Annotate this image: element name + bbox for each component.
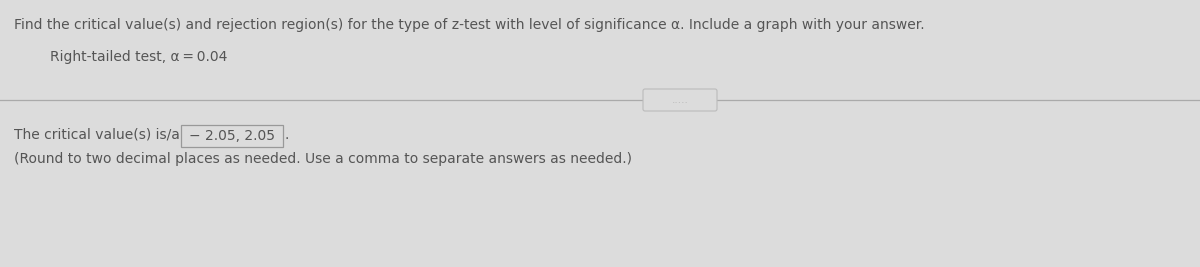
Text: .....: ..... [672, 95, 689, 105]
FancyBboxPatch shape [181, 125, 283, 147]
Text: Find the critical value(s) and rejection region(s) for the type of z-test with l: Find the critical value(s) and rejection… [14, 18, 925, 32]
Text: The critical value(s) is/are z =: The critical value(s) is/are z = [14, 128, 226, 142]
FancyBboxPatch shape [643, 89, 718, 111]
Text: − 2.05, 2.05: − 2.05, 2.05 [190, 129, 275, 143]
Text: Right-tailed test, α = 0.04: Right-tailed test, α = 0.04 [50, 50, 227, 64]
Text: .: . [284, 128, 288, 142]
Text: (Round to two decimal places as needed. Use a comma to separate answers as neede: (Round to two decimal places as needed. … [14, 152, 632, 166]
